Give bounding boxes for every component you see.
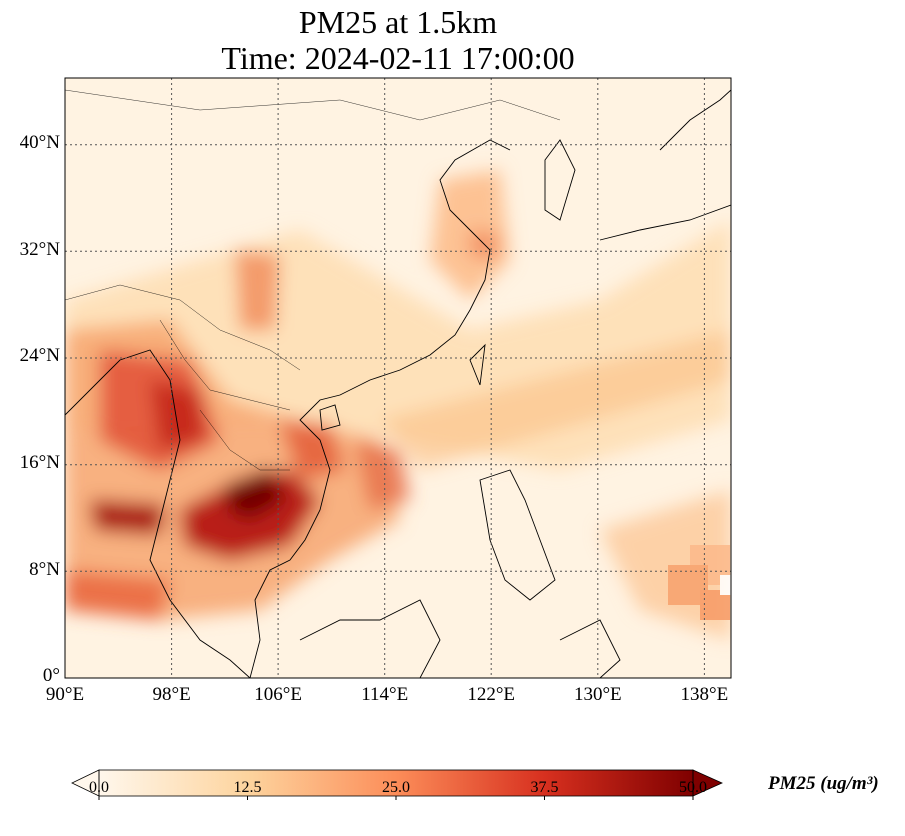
colorbar-tick-37-5: 37.5: [530, 779, 559, 796]
lon-label-106e: 106°E: [254, 684, 302, 705]
colorbar-tick-50: 50.0: [679, 779, 707, 796]
coastlines: [65, 89, 731, 678]
colorbar-label: PM25 (ug/m³): [768, 773, 879, 794]
colorbar-tick-12-5: 12.5: [233, 779, 262, 796]
gridlines: [65, 78, 731, 678]
lon-label-90e: 90°E: [45, 684, 85, 705]
lat-label-8n: 8°N: [29, 559, 60, 580]
map-title: PM25 at 1.5km: [298, 4, 498, 40]
map-time-subtitle: Time: 2024-02-11 17:00:00: [221, 40, 575, 76]
map-frame: [64, 77, 732, 679]
pm25-field: [65, 170, 731, 640]
country-borders: [65, 89, 561, 471]
lat-label-40n: 40°N: [19, 132, 60, 153]
colorbar-tick-0: 0.0: [89, 779, 109, 796]
lon-label-122e: 122°E: [467, 684, 516, 705]
pm25-blocky-cells: [668, 545, 731, 620]
lat-label-0: 0°: [42, 665, 60, 686]
lon-label-138e: 138°E: [680, 684, 729, 705]
lat-label-32n: 32°N: [19, 239, 60, 260]
colorbar-tick-25: 25.0: [382, 779, 410, 796]
lat-label-24n: 24°N: [19, 345, 60, 366]
lat-label-16n: 16°N: [19, 452, 60, 473]
lon-label-114e: 114°E: [361, 684, 409, 705]
colorbar: [71, 769, 723, 800]
lon-label-98e: 98°E: [152, 684, 191, 705]
lon-label-130e: 130°E: [573, 684, 622, 705]
